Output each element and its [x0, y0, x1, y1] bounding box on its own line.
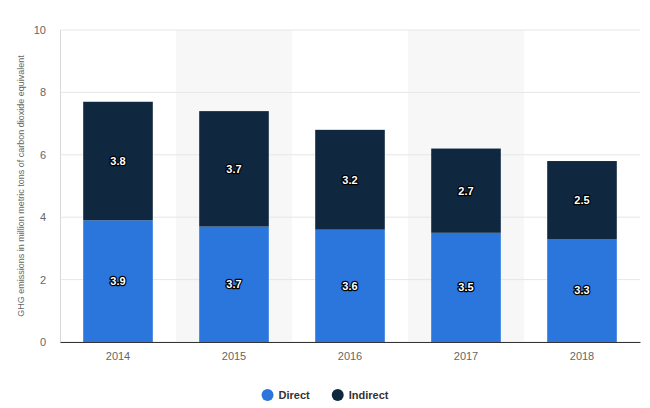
y-tick-label: 4: [40, 211, 46, 223]
data-label: 2.5: [574, 194, 589, 206]
plot-band: [176, 30, 292, 342]
y-tick-label: 8: [40, 86, 46, 98]
y-tick-label: 6: [40, 149, 46, 161]
legend-item[interactable]: Direct: [262, 389, 311, 401]
y-tick: 4: [40, 211, 60, 223]
data-labels: 3.9 3.7 3.6 3.5 3.3 3.8 3.7 3.2 2.7 2.5: [110, 155, 589, 296]
legend: Direct Indirect: [262, 389, 389, 401]
x-axis-line: [61, 342, 641, 343]
y-tick: 2: [40, 274, 60, 286]
y-axis-line: [60, 31, 61, 343]
y-tick-label: 10: [34, 24, 46, 36]
legend-label: Direct: [279, 389, 311, 401]
grid-line: [60, 30, 640, 31]
chart: 0 2 4 6 8 10 2014 2015 2016 2017 2018 GHG emissions…: [0, 0, 650, 408]
data-label: 3.9: [110, 275, 125, 287]
data-label: 3.2: [342, 174, 357, 186]
plot-bands: [176, 30, 524, 342]
y-tick: 6: [40, 149, 60, 161]
legend-label: Indirect: [349, 389, 389, 401]
bar-segment: [431, 149, 501, 233]
bar-segment: [547, 161, 617, 239]
grid-line: [60, 92, 640, 93]
y-tick: 8: [40, 86, 60, 98]
data-label: 3.5: [458, 281, 473, 293]
x-tick: 2018: [570, 342, 594, 362]
plot-band: [408, 30, 524, 342]
bar-segment: [199, 111, 269, 226]
bars: [83, 102, 617, 342]
data-label: 3.3: [574, 284, 589, 296]
x-tick: 2016: [338, 342, 362, 362]
legend-marker: [332, 389, 344, 401]
bar-segment: [315, 130, 385, 230]
bar-segment: [199, 227, 269, 342]
x-tick: 2015: [222, 342, 246, 362]
grid: [60, 30, 640, 342]
x-tick-label: 2015: [222, 350, 246, 362]
x-tick: 2014: [106, 342, 130, 362]
bar-segment: [547, 239, 617, 342]
y-tick: 10: [34, 24, 60, 36]
legend-marker: [262, 389, 274, 401]
bar-segment: [83, 220, 153, 342]
x-tick-label: 2016: [338, 350, 362, 362]
x-tick-label: 2014: [106, 350, 130, 362]
data-label: 3.7: [226, 278, 241, 290]
data-label: 2.7: [458, 185, 473, 197]
bar-segment: [83, 102, 153, 221]
y-axis: 0 2 4 6 8 10: [34, 24, 61, 348]
x-tick: 2017: [454, 342, 478, 362]
y-axis-title: GHG emissions in million metric tons of …: [16, 55, 26, 317]
y-tick: 0: [40, 336, 60, 348]
legend-item[interactable]: Indirect: [332, 389, 389, 401]
y-tick-label: 0: [40, 336, 46, 348]
x-tick-label: 2018: [570, 350, 594, 362]
bar-segment: [315, 230, 385, 342]
x-tick-label: 2017: [454, 350, 478, 362]
y-tick-label: 2: [40, 274, 46, 286]
data-label: 3.7: [226, 163, 241, 175]
x-axis: 2014 2015 2016 2017 2018: [61, 342, 641, 362]
data-label: 3.8: [110, 155, 125, 167]
data-label: 3.6: [342, 280, 357, 292]
bar-segment: [431, 233, 501, 342]
